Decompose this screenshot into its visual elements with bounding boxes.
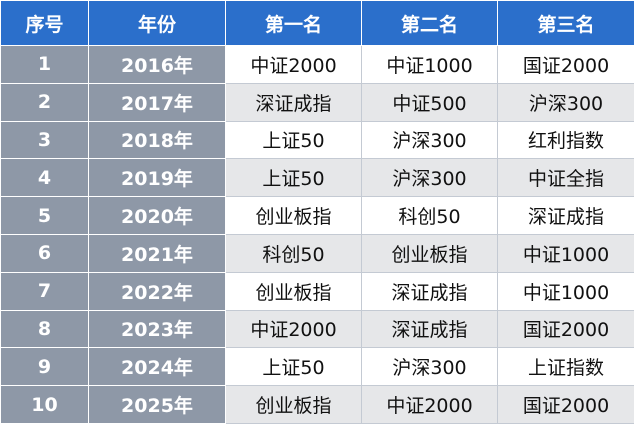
cell: 国证2000 [497, 385, 634, 424]
key-cell: 2019年 [88, 158, 226, 198]
key-cell: 8 [0, 309, 89, 349]
cell: 深证成指 [225, 82, 362, 122]
key-cell: 2017年 [88, 82, 226, 122]
cell: 沪深300 [497, 82, 634, 122]
table-row: 3 2018年 上证50 沪深300 红利指数 [0, 120, 634, 160]
key-cell: 5 [0, 196, 89, 235]
cell: 深证成指 [361, 309, 498, 349]
key-cell: 2021年 [88, 233, 226, 273]
cell: 沪深300 [361, 347, 498, 387]
key-cell: 3 [0, 120, 89, 160]
table-row: 1 2016年 中证2000 中证1000 国证2000 [0, 45, 634, 84]
key-cell: 1 [0, 45, 89, 84]
cell: 红利指数 [497, 120, 634, 160]
cell: 沪深300 [361, 120, 498, 160]
cell: 中证2000 [225, 309, 362, 349]
key-cell: 2023年 [88, 309, 226, 349]
key-cell: 9 [0, 347, 89, 387]
cell: 中证1000 [361, 45, 498, 84]
cell: 中证1000 [497, 271, 634, 311]
key-cell: 2025年 [88, 385, 226, 424]
cell: 中证全指 [497, 158, 634, 198]
key-cell: 10 [0, 385, 89, 424]
key-cell: 2020年 [88, 196, 226, 235]
cell: 上证指数 [497, 347, 634, 387]
header-cell: 第二名 [361, 0, 498, 46]
cell: 上证50 [225, 347, 362, 387]
table-row: 5 2020年 创业板指 科创50 深证成指 [0, 196, 634, 235]
header-cell: 年份 [88, 0, 226, 46]
key-cell: 6 [0, 233, 89, 273]
table-row: 10 2025年 创业板指 中证2000 国证2000 [0, 385, 634, 424]
key-cell: 2 [0, 82, 89, 122]
cell: 中证2000 [361, 385, 498, 424]
key-cell: 7 [0, 271, 89, 311]
key-cell: 2016年 [88, 45, 226, 84]
cell: 上证50 [225, 120, 362, 160]
key-cell: 2024年 [88, 347, 226, 387]
cell: 科创50 [361, 196, 498, 235]
cell: 中证1000 [497, 233, 634, 273]
cell: 国证2000 [497, 309, 634, 349]
cell: 深证成指 [361, 271, 498, 311]
header-row: 序号 年份 第一名 第二名 第三名 [0, 0, 634, 46]
cell: 科创50 [225, 233, 362, 273]
header-cell: 第一名 [225, 0, 362, 46]
table-row: 4 2019年 上证50 沪深300 中证全指 [0, 158, 634, 198]
cell: 创业板指 [225, 271, 362, 311]
table-row: 9 2024年 上证50 沪深300 上证指数 [0, 347, 634, 387]
cell: 创业板指 [225, 385, 362, 424]
header-cell: 第三名 [497, 0, 634, 46]
table-row: 7 2022年 创业板指 深证成指 中证1000 [0, 271, 634, 311]
cell: 沪深300 [361, 158, 498, 198]
cell: 中证500 [361, 82, 498, 122]
table-row: 2 2017年 深证成指 中证500 沪深300 [0, 82, 634, 122]
header-cell: 序号 [0, 0, 89, 46]
key-cell: 2022年 [88, 271, 226, 311]
table-row: 8 2023年 中证2000 深证成指 国证2000 [0, 309, 634, 349]
cell: 国证2000 [497, 45, 634, 84]
key-cell: 4 [0, 158, 89, 198]
cell: 上证50 [225, 158, 362, 198]
table-row: 6 2021年 科创50 创业板指 中证1000 [0, 233, 634, 273]
cell: 创业板指 [225, 196, 362, 235]
table-body: 1 2016年 中证2000 中证1000 国证2000 2 2017年 深证成指 中证500 沪… [0, 45, 634, 424]
cell: 创业板指 [361, 233, 498, 273]
key-cell: 2018年 [88, 120, 226, 160]
cell: 中证2000 [225, 45, 362, 84]
cell: 深证成指 [497, 196, 634, 235]
